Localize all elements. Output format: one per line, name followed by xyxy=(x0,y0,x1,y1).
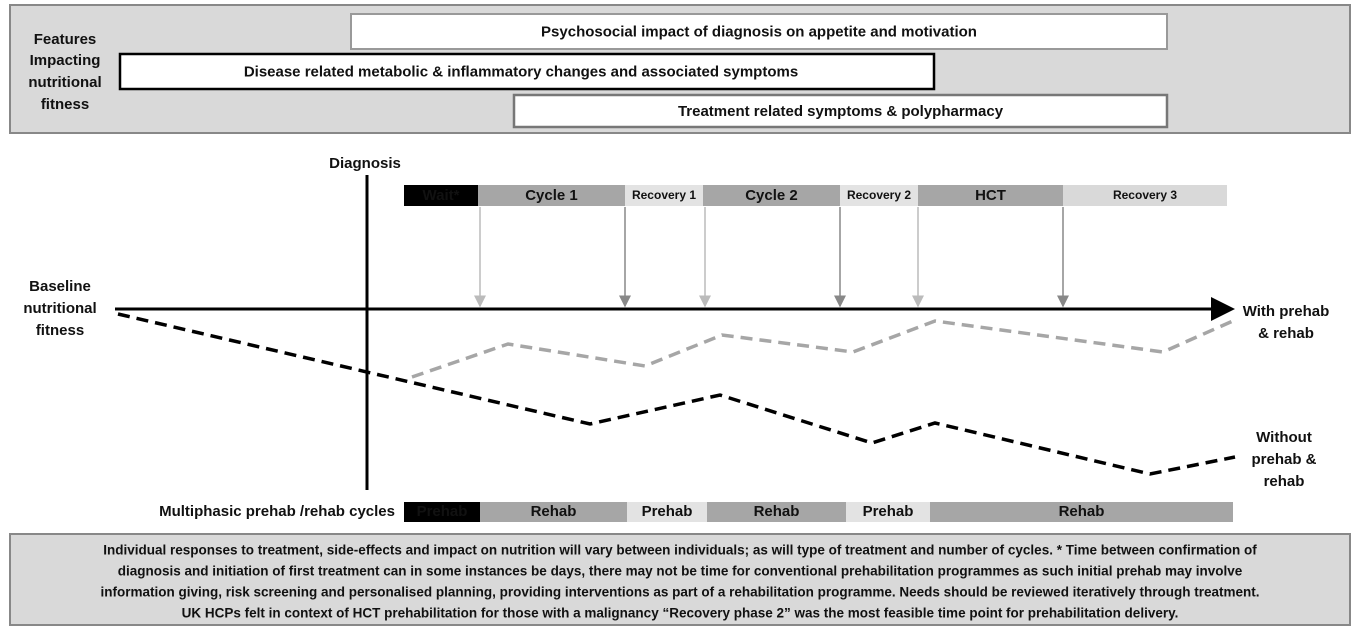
features-label: fitness xyxy=(41,96,89,113)
phase-box xyxy=(1063,185,1227,206)
with-line xyxy=(411,318,1236,379)
footnote-line: information giving, risk screening and p… xyxy=(101,585,1260,600)
feature-text: Psychosocial impact of diagnosis on appe… xyxy=(541,23,977,40)
feature-box xyxy=(512,93,1169,129)
footnote-line: Individual responses to treatment, side-… xyxy=(103,543,1257,558)
phase-box xyxy=(918,185,1063,206)
baseline-label: nutritional xyxy=(23,300,96,317)
phase-box xyxy=(840,185,918,206)
cycle-label: Prehab xyxy=(863,503,914,520)
baseline-label: fitness xyxy=(36,322,84,339)
feature-text: Treatment related symptoms & polypharmac… xyxy=(678,103,1004,120)
with-label: With prehab xyxy=(1243,303,1330,320)
cycle-box xyxy=(480,502,627,522)
baseline-label: Baseline xyxy=(29,278,91,295)
phase-label: Wait* xyxy=(423,187,460,204)
cycle-label: Rehab xyxy=(531,503,577,520)
features-label: Features xyxy=(34,31,97,48)
feature-text: Disease related metabolic & inflammatory… xyxy=(244,63,798,80)
cycle-box xyxy=(404,502,480,522)
feature-box xyxy=(350,13,1168,50)
diagnosis-label: Diagnosis xyxy=(329,155,401,172)
phase-label: Cycle 1 xyxy=(525,187,578,204)
cycle-box xyxy=(707,502,846,522)
phase-label: Cycle 2 xyxy=(745,187,798,204)
footnote-panel xyxy=(9,533,1351,626)
phase-label: HCT xyxy=(975,187,1006,204)
features-label: nutritional xyxy=(28,74,101,91)
phase-label: Recovery 3 xyxy=(1113,188,1177,202)
with-label: & rehab xyxy=(1258,325,1314,342)
cycle-label: Rehab xyxy=(754,503,800,520)
cycle-label: Rehab xyxy=(1059,503,1105,520)
cycle-box xyxy=(930,502,1233,522)
feature-box xyxy=(118,52,936,91)
phase-box xyxy=(478,185,625,206)
phase-box xyxy=(625,185,703,206)
cycle-label: Prehab xyxy=(642,503,693,520)
phase-box xyxy=(404,185,478,206)
without-label: prehab & xyxy=(1251,451,1316,468)
cycle-label: Prehab xyxy=(417,503,468,520)
phase-label: Recovery 2 xyxy=(847,188,911,202)
cycle-box xyxy=(846,502,930,522)
cycle-box xyxy=(627,502,707,522)
without-label: Without xyxy=(1256,429,1312,446)
without-line xyxy=(117,312,1236,476)
cycles-label: Multiphasic prehab /rehab cycles xyxy=(159,503,395,520)
footnote-line: diagnosis and initiation of first treatm… xyxy=(118,564,1243,579)
phase-box xyxy=(703,185,840,206)
phase-label: Recovery 1 xyxy=(632,188,696,202)
features-label: Impacting xyxy=(30,52,101,69)
without-label: rehab xyxy=(1264,473,1305,490)
footnote-line: UK HCPs felt in context of HCT prehabili… xyxy=(182,606,1179,621)
